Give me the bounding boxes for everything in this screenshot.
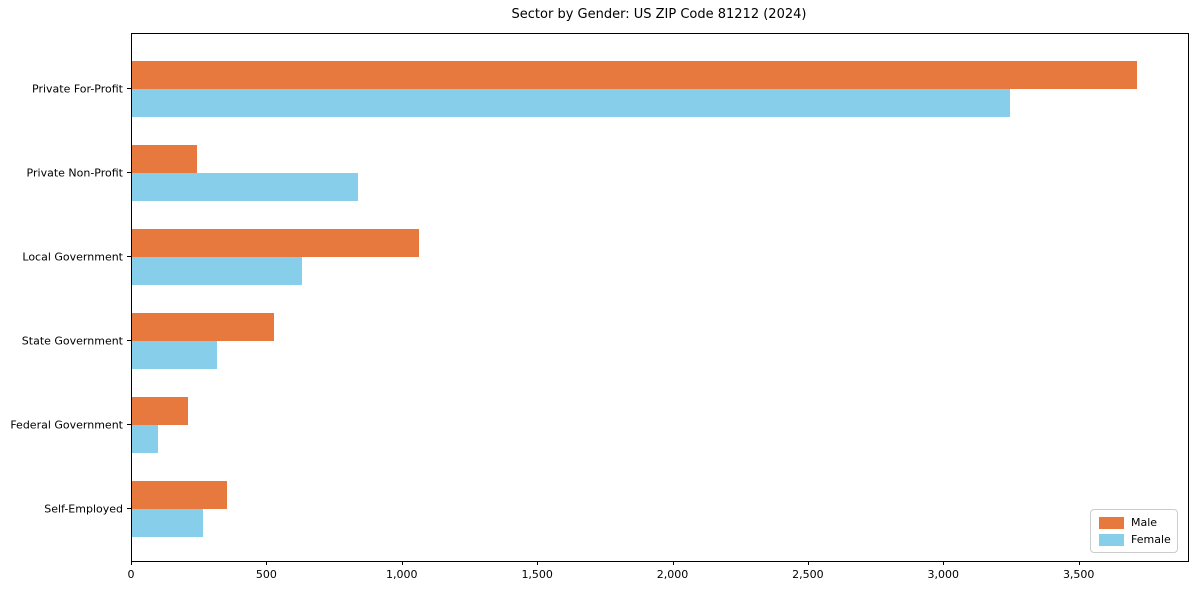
x-tick-mark (537, 561, 539, 565)
bar-male-local-government (132, 229, 419, 257)
y-axis-label: Self-Employed (44, 502, 123, 516)
legend-swatch-male (1099, 516, 1124, 529)
y-tick-mark (127, 340, 131, 341)
x-tick-mark (131, 561, 132, 565)
y-axis-label: Federal Government (10, 418, 123, 432)
y-tick-mark (127, 88, 131, 89)
x-tick-mark (266, 561, 268, 565)
x-tick-label: 1,000 (386, 568, 418, 581)
bar-male-self-employed (132, 481, 227, 509)
x-tick-label: 2,500 (792, 568, 824, 581)
bar-male-state-government (132, 313, 275, 341)
bar-male-federal-government (132, 397, 188, 425)
x-tick-mark (807, 561, 809, 565)
x-tick-mark (672, 561, 674, 565)
legend-label: Male (1131, 516, 1158, 529)
y-tick-mark (127, 508, 131, 509)
x-tick-mark (1078, 561, 1080, 565)
legend-label: Female (1131, 533, 1171, 546)
x-tick-label: 1,500 (521, 568, 553, 581)
bar-female-state-government (132, 341, 217, 369)
legend-item-female: Female (1091, 533, 1177, 546)
y-tick-mark (127, 424, 131, 425)
bar-female-private-non-profit (132, 173, 359, 201)
x-tick-label: 2,000 (656, 568, 689, 581)
bar-male-private-non-profit (132, 145, 197, 173)
legend-item-male: Male (1091, 516, 1177, 529)
plot-area (131, 33, 1189, 562)
bar-male-private-for-profit (132, 61, 1138, 89)
x-tick-label: 500 (255, 568, 277, 581)
bar-female-private-for-profit (132, 89, 1011, 117)
x-tick-label: 3,000 (927, 568, 960, 581)
y-tick-mark (127, 256, 131, 257)
chart-title: Sector by Gender: US ZIP Code 81212 (202… (511, 7, 807, 22)
bar-female-local-government (132, 257, 302, 285)
x-tick-mark (943, 561, 945, 565)
y-tick-mark (127, 172, 131, 173)
x-tick-label: 0 (127, 568, 135, 581)
legend: Male Female (1090, 509, 1178, 553)
x-tick-label: 3,500 (1062, 568, 1095, 581)
y-axis-label: Local Government (22, 250, 123, 264)
legend-swatch-female (1099, 533, 1124, 546)
y-axis-label: State Government (21, 334, 123, 348)
bar-female-self-employed (132, 509, 203, 537)
x-tick-mark (401, 561, 403, 565)
bar-female-federal-government (132, 425, 158, 453)
y-axis-label: Private For-Profit (32, 82, 123, 96)
y-axis-label: Private Non-Profit (26, 166, 123, 180)
